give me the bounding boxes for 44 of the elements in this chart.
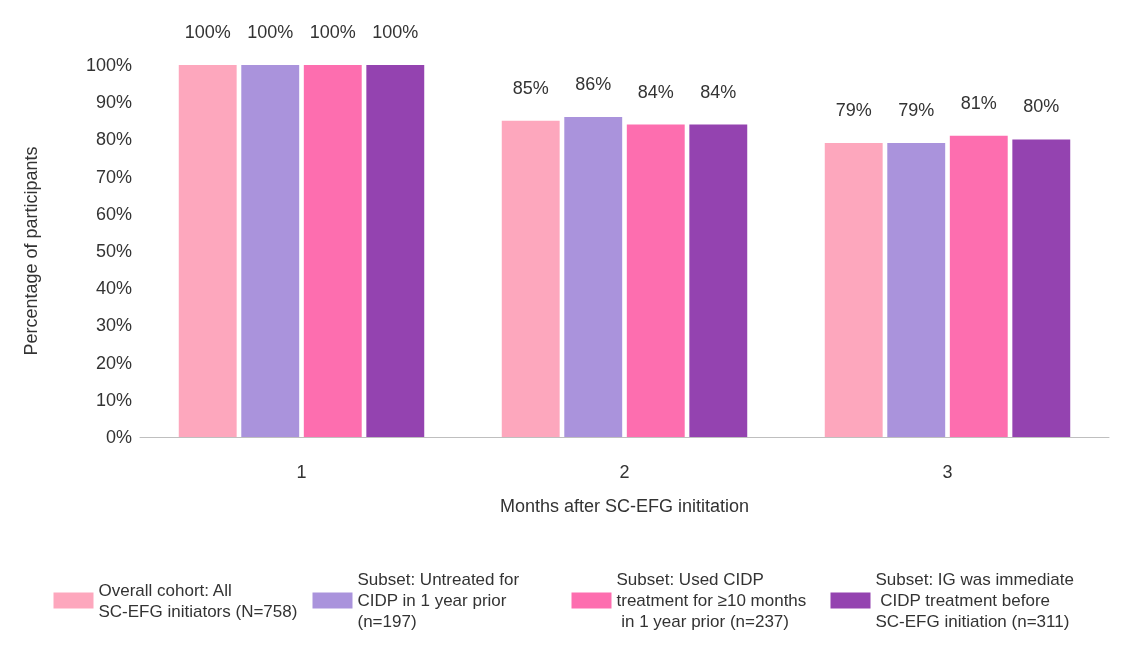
y-axis-title: Percentage of participants <box>21 146 41 356</box>
data-label: 84% <box>637 81 674 102</box>
bar <box>366 65 425 437</box>
bar <box>178 65 237 437</box>
y-tick-label: 70% <box>95 166 132 187</box>
bar <box>1012 139 1071 437</box>
bar <box>887 143 946 437</box>
bar <box>501 120 560 437</box>
y-tick-label: 90% <box>95 92 132 113</box>
data-label: 81% <box>960 92 997 113</box>
bar <box>564 117 623 437</box>
legend-label: Subset: IG was immediate CIDP treatment before SC-EFG initiation (n=311) <box>875 570 1074 631</box>
x-axis-title: Months after SC-EFG inititation <box>499 496 750 516</box>
legend-label: Overall cohort: All SC-EFG initiators (N=758) <box>98 580 298 621</box>
x-tick-label: 3 <box>942 462 953 482</box>
y-tick-label: 40% <box>95 278 132 299</box>
data-label: 100% <box>247 22 294 42</box>
data-label: 79% <box>898 100 935 121</box>
y-tick-label: 80% <box>95 129 132 150</box>
y-tick-label: 0% <box>105 427 132 447</box>
data-label: 86% <box>575 74 612 95</box>
x-tick-label: 1 <box>296 462 307 482</box>
bar <box>241 65 300 437</box>
y-tick-label: 60% <box>95 203 132 224</box>
x-tick-label: 2 <box>619 462 630 482</box>
data-label: 85% <box>512 77 549 98</box>
y-tick-label: 30% <box>95 315 132 336</box>
bar <box>303 65 362 437</box>
data-label: 84% <box>700 81 737 102</box>
y-tick-label: 20% <box>95 352 132 373</box>
y-tick-label: 50% <box>95 241 132 261</box>
y-tick-label: 10% <box>95 389 132 410</box>
data-label: 80% <box>1023 96 1060 117</box>
bar <box>689 124 748 437</box>
bar <box>949 135 1008 437</box>
bar <box>626 124 685 437</box>
data-label: 100% <box>309 22 356 42</box>
legend-label: Subset: Used CIDP treatment for ≥10 months in 1 year prior (n=237) <box>616 570 807 631</box>
legend-label: Subset: Untreated for CIDP in 1 year prior (n=197) <box>357 570 524 631</box>
y-tick-label: 100% <box>85 55 132 75</box>
bar <box>824 143 883 437</box>
data-label: 100% <box>184 22 231 42</box>
data-label: 79% <box>835 100 872 121</box>
data-label: 100% <box>372 22 419 42</box>
